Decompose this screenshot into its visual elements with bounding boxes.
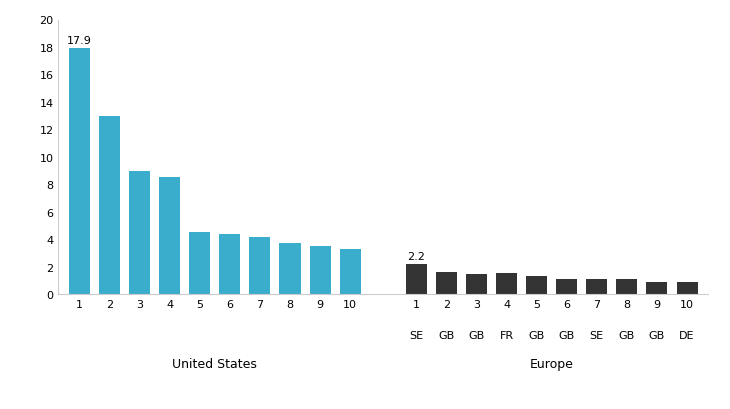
Text: GB: GB — [529, 330, 545, 340]
Bar — [250, 237, 270, 294]
Text: SE: SE — [410, 330, 423, 340]
Text: GB: GB — [649, 330, 665, 340]
Text: 2.2: 2.2 — [407, 251, 426, 261]
Bar — [280, 244, 301, 294]
Text: GB: GB — [558, 330, 575, 340]
Bar — [466, 274, 487, 294]
Bar — [310, 247, 331, 294]
Text: DE: DE — [680, 330, 695, 340]
Text: GB: GB — [619, 330, 635, 340]
Text: Europe: Europe — [530, 357, 574, 371]
Bar — [526, 276, 548, 294]
Text: United States: United States — [172, 357, 257, 371]
Bar — [129, 171, 150, 294]
Bar — [556, 279, 577, 294]
Bar — [616, 279, 637, 294]
Bar — [647, 282, 667, 294]
Text: GB: GB — [438, 330, 455, 340]
Text: FR: FR — [499, 330, 514, 340]
Text: 17.9: 17.9 — [67, 36, 92, 46]
Bar — [219, 234, 240, 294]
Bar — [496, 273, 517, 294]
Bar — [159, 178, 180, 294]
Bar — [99, 116, 120, 294]
Bar — [69, 49, 90, 294]
Bar — [436, 272, 457, 294]
Bar — [586, 279, 607, 294]
Text: SE: SE — [590, 330, 604, 340]
Bar — [189, 233, 210, 294]
Text: GB: GB — [469, 330, 485, 340]
Bar — [339, 249, 361, 294]
Bar — [677, 282, 698, 294]
Bar — [406, 264, 427, 294]
